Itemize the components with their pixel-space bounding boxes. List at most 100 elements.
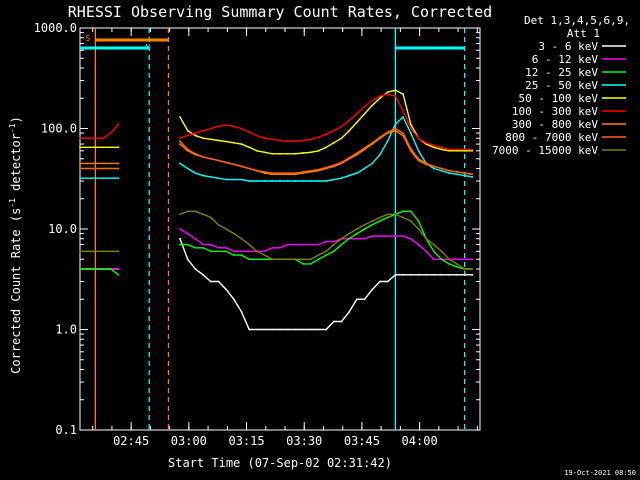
- series-point: [256, 149, 258, 152]
- series-point: [286, 140, 289, 142]
- flag-label: N: [145, 43, 150, 52]
- series-point: [317, 254, 320, 256]
- series-point: [402, 216, 404, 219]
- series-point: [202, 246, 204, 249]
- series-point: [402, 235, 404, 237]
- series-point: [240, 127, 243, 130]
- series-point: [186, 243, 189, 246]
- series-point: [402, 116, 404, 118]
- series-point: [271, 172, 274, 174]
- series-point: [209, 280, 212, 283]
- legend-label: 100 - 300 keV: [512, 105, 598, 118]
- series-point: [179, 243, 181, 246]
- series-point: [232, 298, 235, 301]
- series-point: [271, 328, 274, 331]
- series-point: [417, 149, 420, 152]
- series-point: [186, 167, 189, 170]
- series-point: [294, 152, 297, 155]
- series-point: [471, 273, 474, 276]
- series-point: [448, 149, 451, 152]
- series-point: [186, 232, 189, 235]
- series-point: [325, 166, 328, 169]
- series-point: [363, 147, 366, 149]
- series-point: [217, 159, 220, 162]
- series-point: [194, 210, 197, 213]
- series-point: [348, 174, 351, 177]
- series-point: [417, 273, 420, 276]
- series-point: [248, 180, 251, 182]
- series-point: [432, 258, 435, 261]
- series-point: [348, 237, 351, 240]
- x-tick-label: 03:15: [228, 434, 264, 448]
- series-point: [309, 262, 312, 265]
- series-point: [194, 237, 197, 240]
- series-point: [363, 237, 366, 240]
- series-point: [225, 250, 228, 253]
- series-point: [263, 180, 266, 182]
- series-point: [340, 243, 343, 246]
- series-point: [332, 129, 335, 132]
- series-point: [417, 228, 420, 230]
- series-point: [217, 139, 220, 142]
- series-point: [117, 146, 120, 149]
- series-point: [279, 246, 281, 249]
- series-point: [409, 210, 412, 213]
- series-point: [425, 162, 428, 165]
- y-tick-label: 1.0: [55, 323, 77, 337]
- series-point: [271, 138, 274, 141]
- series-point: [194, 134, 197, 137]
- series-point: [371, 162, 374, 165]
- series-point: [471, 258, 474, 261]
- series-point: [371, 235, 374, 237]
- series-point: [102, 167, 104, 170]
- series-point: [94, 250, 97, 253]
- series-point: [209, 243, 212, 246]
- series-point: [271, 258, 274, 261]
- series-point: [194, 152, 197, 155]
- series-point: [86, 177, 89, 180]
- series-point: [271, 152, 274, 155]
- series-point: [440, 148, 443, 151]
- series-point: [194, 246, 197, 249]
- series-point: [225, 161, 228, 164]
- series-point: [340, 137, 343, 140]
- series-point: [302, 139, 304, 142]
- x-axis-label: Start Time (07-Sep-02 02:31:42): [168, 456, 392, 470]
- series-point: [256, 169, 258, 172]
- series-point: [425, 273, 428, 276]
- series-point: [217, 246, 220, 249]
- series-point: [394, 123, 397, 126]
- series-point: [202, 156, 204, 158]
- series-point: [186, 210, 189, 213]
- series-point: [363, 105, 366, 108]
- series-point: [332, 178, 335, 181]
- series-point: [209, 216, 212, 219]
- series-point: [248, 328, 251, 331]
- series-point: [225, 288, 228, 291]
- series-point: [463, 174, 466, 177]
- series-point: [394, 213, 397, 216]
- series-point: [440, 169, 443, 172]
- series-point: [286, 172, 289, 174]
- series-point: [117, 273, 120, 276]
- series-point: [432, 165, 435, 168]
- series-point: [348, 129, 351, 132]
- series-point: [386, 213, 389, 216]
- series-point: [225, 178, 228, 181]
- series-point: [232, 141, 235, 144]
- series-point: [371, 104, 374, 107]
- series-point: [263, 328, 266, 331]
- series-point: [463, 148, 466, 151]
- series-point: [271, 246, 274, 249]
- series-point: [79, 250, 81, 253]
- series-point: [279, 258, 281, 261]
- y-axis-label: Corrected Count Rate (s-1 detector-1): [8, 116, 23, 374]
- series-point: [356, 298, 358, 301]
- series-point: [363, 167, 366, 170]
- series-point: [109, 177, 112, 180]
- y-tick-label: 1000.0: [34, 21, 77, 35]
- series-point: [417, 220, 420, 222]
- series-point: [409, 123, 412, 126]
- series-point: [302, 170, 304, 173]
- series-point: [394, 129, 397, 132]
